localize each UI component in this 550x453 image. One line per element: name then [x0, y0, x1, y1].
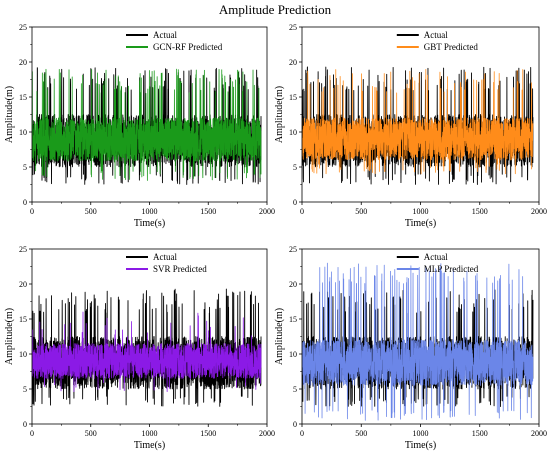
legend-label: MLP Predicted	[424, 264, 479, 274]
y-tick-label: 5	[293, 163, 297, 172]
legend: Actual SVR Predicted	[126, 252, 207, 274]
y-tick-label: 0	[23, 198, 27, 207]
x-tick-label: 500	[355, 429, 367, 438]
x-tick-label: 1000	[142, 207, 158, 216]
legend: Actual GCN-RF Predicted	[126, 30, 223, 52]
y-tick-label: 25	[19, 245, 27, 254]
series-line-predicted	[32, 68, 262, 181]
plot-area	[32, 67, 262, 185]
x-tick-label: 2000	[259, 429, 275, 438]
panel-gcn-rf: 0 500 1000 1500 2000 0 5 10 15 20 25 Time(s) Amplitu…	[4, 23, 275, 229]
x-axis-label: Time(s)	[405, 440, 436, 451]
x-tick-label: 0	[30, 429, 34, 438]
y-tick-label: 0	[293, 198, 297, 207]
panel-svr: 0 500 1000 1500 2000 0 5 10 15 20 25 Time(s) Amplitu…	[4, 245, 275, 451]
legend-label: GBT Predicted	[424, 42, 479, 52]
x-axis-label: Time(s)	[134, 440, 165, 451]
y-axis-label: Amplitude(m)	[274, 86, 285, 143]
y-tick-label: 25	[19, 23, 27, 32]
y-tick-label: 20	[19, 58, 27, 67]
y-tick-label: 20	[289, 280, 297, 289]
x-tick-label: 1500	[200, 207, 216, 216]
legend: Actual GBT Predicted	[396, 30, 479, 52]
series-line-predicted	[32, 311, 262, 393]
legend-label: Actual	[153, 30, 177, 40]
plot-area	[302, 66, 534, 185]
legend-label: Actual	[153, 252, 177, 262]
legend-label: GCN-RF Predicted	[153, 42, 223, 52]
x-tick-label: 0	[300, 207, 304, 216]
legend: Actual MLP Predicted	[396, 252, 479, 274]
y-tick-label: 5	[293, 385, 297, 394]
y-tick-label: 10	[289, 350, 297, 359]
series-line-predicted	[302, 68, 534, 175]
x-tick-label: 1500	[472, 429, 488, 438]
panel-gbt: 0 500 1000 1500 2000 0 5 10 15 20 25 Time(s) Amplitu…	[274, 23, 547, 229]
y-tick-label: 20	[19, 280, 27, 289]
x-tick-label: 2000	[531, 429, 547, 438]
x-tick-label: 0	[30, 207, 34, 216]
y-tick-label: 5	[23, 163, 27, 172]
x-tick-label: 1500	[200, 429, 216, 438]
x-tick-label: 0	[300, 429, 304, 438]
x-tick-label: 2000	[259, 207, 275, 216]
x-tick-label: 500	[355, 207, 367, 216]
y-tick-label: 5	[23, 385, 27, 394]
y-tick-label: 0	[23, 420, 27, 429]
y-axis-label: Amplitude(m)	[274, 308, 285, 365]
y-axis-label: Amplitude(m)	[4, 86, 15, 143]
panel-mlp: 0 500 1000 1500 2000 0 5 10 15 20 25 Time(s) Amplitu…	[274, 245, 547, 451]
x-tick-label: 1000	[413, 429, 429, 438]
legend-label: Actual	[424, 252, 448, 262]
plot-area	[302, 262, 534, 421]
legend-label: Actual	[424, 30, 448, 40]
y-tick-label: 20	[289, 58, 297, 67]
y-tick-label: 15	[289, 315, 297, 324]
x-tick-label: 2000	[531, 207, 547, 216]
y-tick-label: 15	[19, 93, 27, 102]
y-tick-label: 10	[19, 128, 27, 137]
x-tick-label: 1000	[413, 207, 429, 216]
y-tick-label: 15	[19, 315, 27, 324]
y-tick-label: 0	[293, 420, 297, 429]
y-axis-label: Amplitude(m)	[4, 308, 15, 365]
y-tick-label: 10	[289, 128, 297, 137]
y-tick-label: 25	[289, 245, 297, 254]
y-tick-label: 10	[19, 350, 27, 359]
y-tick-label: 25	[289, 23, 297, 32]
y-tick-label: 15	[289, 93, 297, 102]
x-tick-label: 1500	[472, 207, 488, 216]
x-axis-label: Time(s)	[134, 218, 165, 229]
x-axis-label: Time(s)	[405, 218, 436, 229]
x-tick-label: 500	[85, 207, 97, 216]
series-line-predicted	[302, 262, 534, 421]
x-tick-label: 500	[85, 429, 97, 438]
legend-label: SVR Predicted	[153, 264, 207, 274]
figure-title: Amplitude Prediction	[219, 2, 332, 17]
x-tick-label: 1000	[142, 429, 158, 438]
plot-area	[32, 288, 262, 407]
